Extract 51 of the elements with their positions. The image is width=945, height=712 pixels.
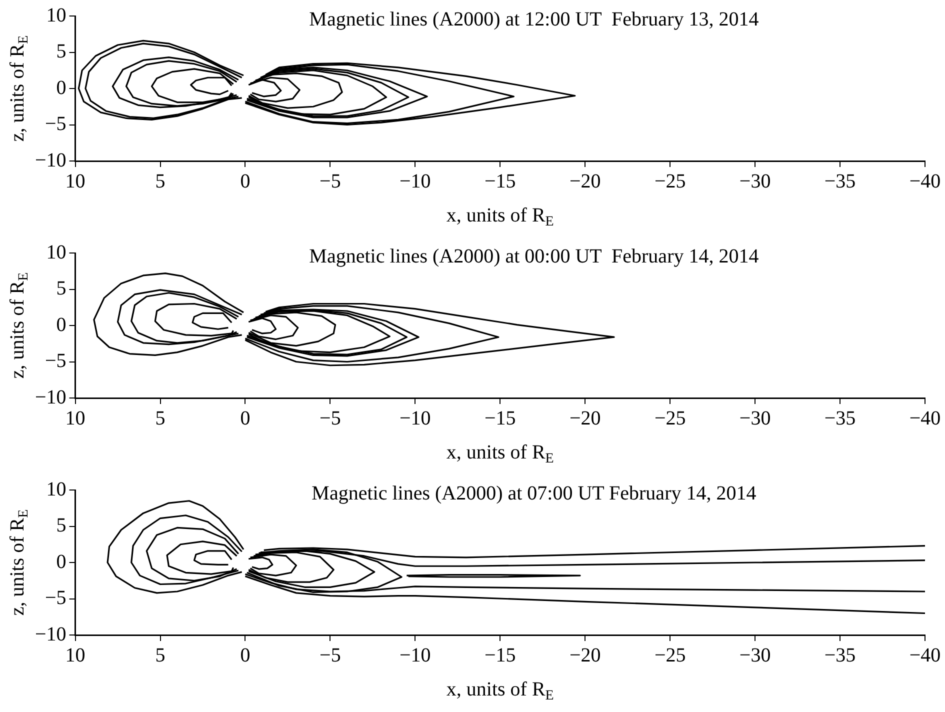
x-tick-label: −40 — [909, 407, 941, 430]
y-tick-label: 5 — [56, 278, 66, 300]
x-tick-label: 5 — [155, 170, 166, 192]
x-tick-label: −35 — [824, 644, 856, 666]
y-axis-title: z, units of RE — [6, 509, 32, 616]
x-tick-label: 0 — [240, 407, 250, 430]
y-tick-label: −10 — [35, 386, 66, 408]
x-tick-label: −30 — [739, 644, 771, 666]
x-tick-label: −10 — [400, 644, 431, 666]
y-tick-label: 0 — [56, 76, 66, 99]
x-tick-label: −35 — [824, 170, 856, 192]
y-tick-label: −10 — [35, 623, 66, 646]
x-tick-label: 0 — [240, 644, 250, 666]
x-tick-label: −20 — [569, 644, 601, 666]
y-tick-label: 10 — [46, 4, 66, 26]
chart-title: Magnetic lines (A2000) at 07:00 UT February 14, 2014 — [312, 482, 756, 504]
x-tick-label: −5 — [320, 170, 341, 192]
x-tick-label: −10 — [400, 407, 431, 430]
y-tick-label: 10 — [46, 478, 66, 500]
x-tick-label: −25 — [654, 170, 686, 192]
x-tick-label: −30 — [739, 407, 771, 430]
y-tick-label: 10 — [46, 241, 66, 264]
y-tick-label: 5 — [56, 514, 66, 536]
y-tick-label: 5 — [56, 40, 66, 62]
chart-title: Magnetic lines (A2000) at 00:00 UT February 14, 2014 — [309, 245, 759, 268]
x-tick-label: 5 — [155, 407, 166, 430]
x-tick-label: −20 — [569, 170, 601, 192]
x-tick-label: −20 — [569, 407, 601, 430]
y-axis-title: z, units of RE — [6, 272, 32, 379]
x-tick-label: −25 — [654, 644, 686, 666]
x-tick-label: −15 — [484, 170, 516, 192]
x-tick-label: −30 — [739, 170, 771, 192]
y-tick-label: −5 — [45, 350, 66, 372]
x-tick-label: −25 — [654, 407, 686, 430]
y-tick-label: 0 — [56, 550, 66, 573]
x-tick-label: −15 — [484, 407, 516, 430]
y-tick-label: 0 — [56, 314, 66, 336]
y-axis-title: z, units of RE — [6, 35, 32, 142]
x-tick-label: −5 — [320, 644, 341, 666]
x-tick-label: −5 — [320, 407, 341, 430]
y-tick-label: −5 — [45, 113, 66, 135]
y-tick-label: −5 — [45, 587, 66, 609]
x-tick-label: −40 — [909, 644, 941, 666]
x-tick-label: 5 — [155, 644, 166, 666]
x-tick-label: −10 — [400, 170, 431, 192]
y-tick-label: −10 — [35, 149, 66, 172]
x-tick-label: −40 — [909, 170, 941, 192]
x-tick-label: 0 — [240, 170, 250, 192]
x-tick-label: −35 — [824, 407, 856, 430]
x-tick-label: −15 — [484, 644, 516, 666]
chart-title: Magnetic lines (A2000) at 12:00 UT February 13, 2014 — [309, 8, 759, 30]
